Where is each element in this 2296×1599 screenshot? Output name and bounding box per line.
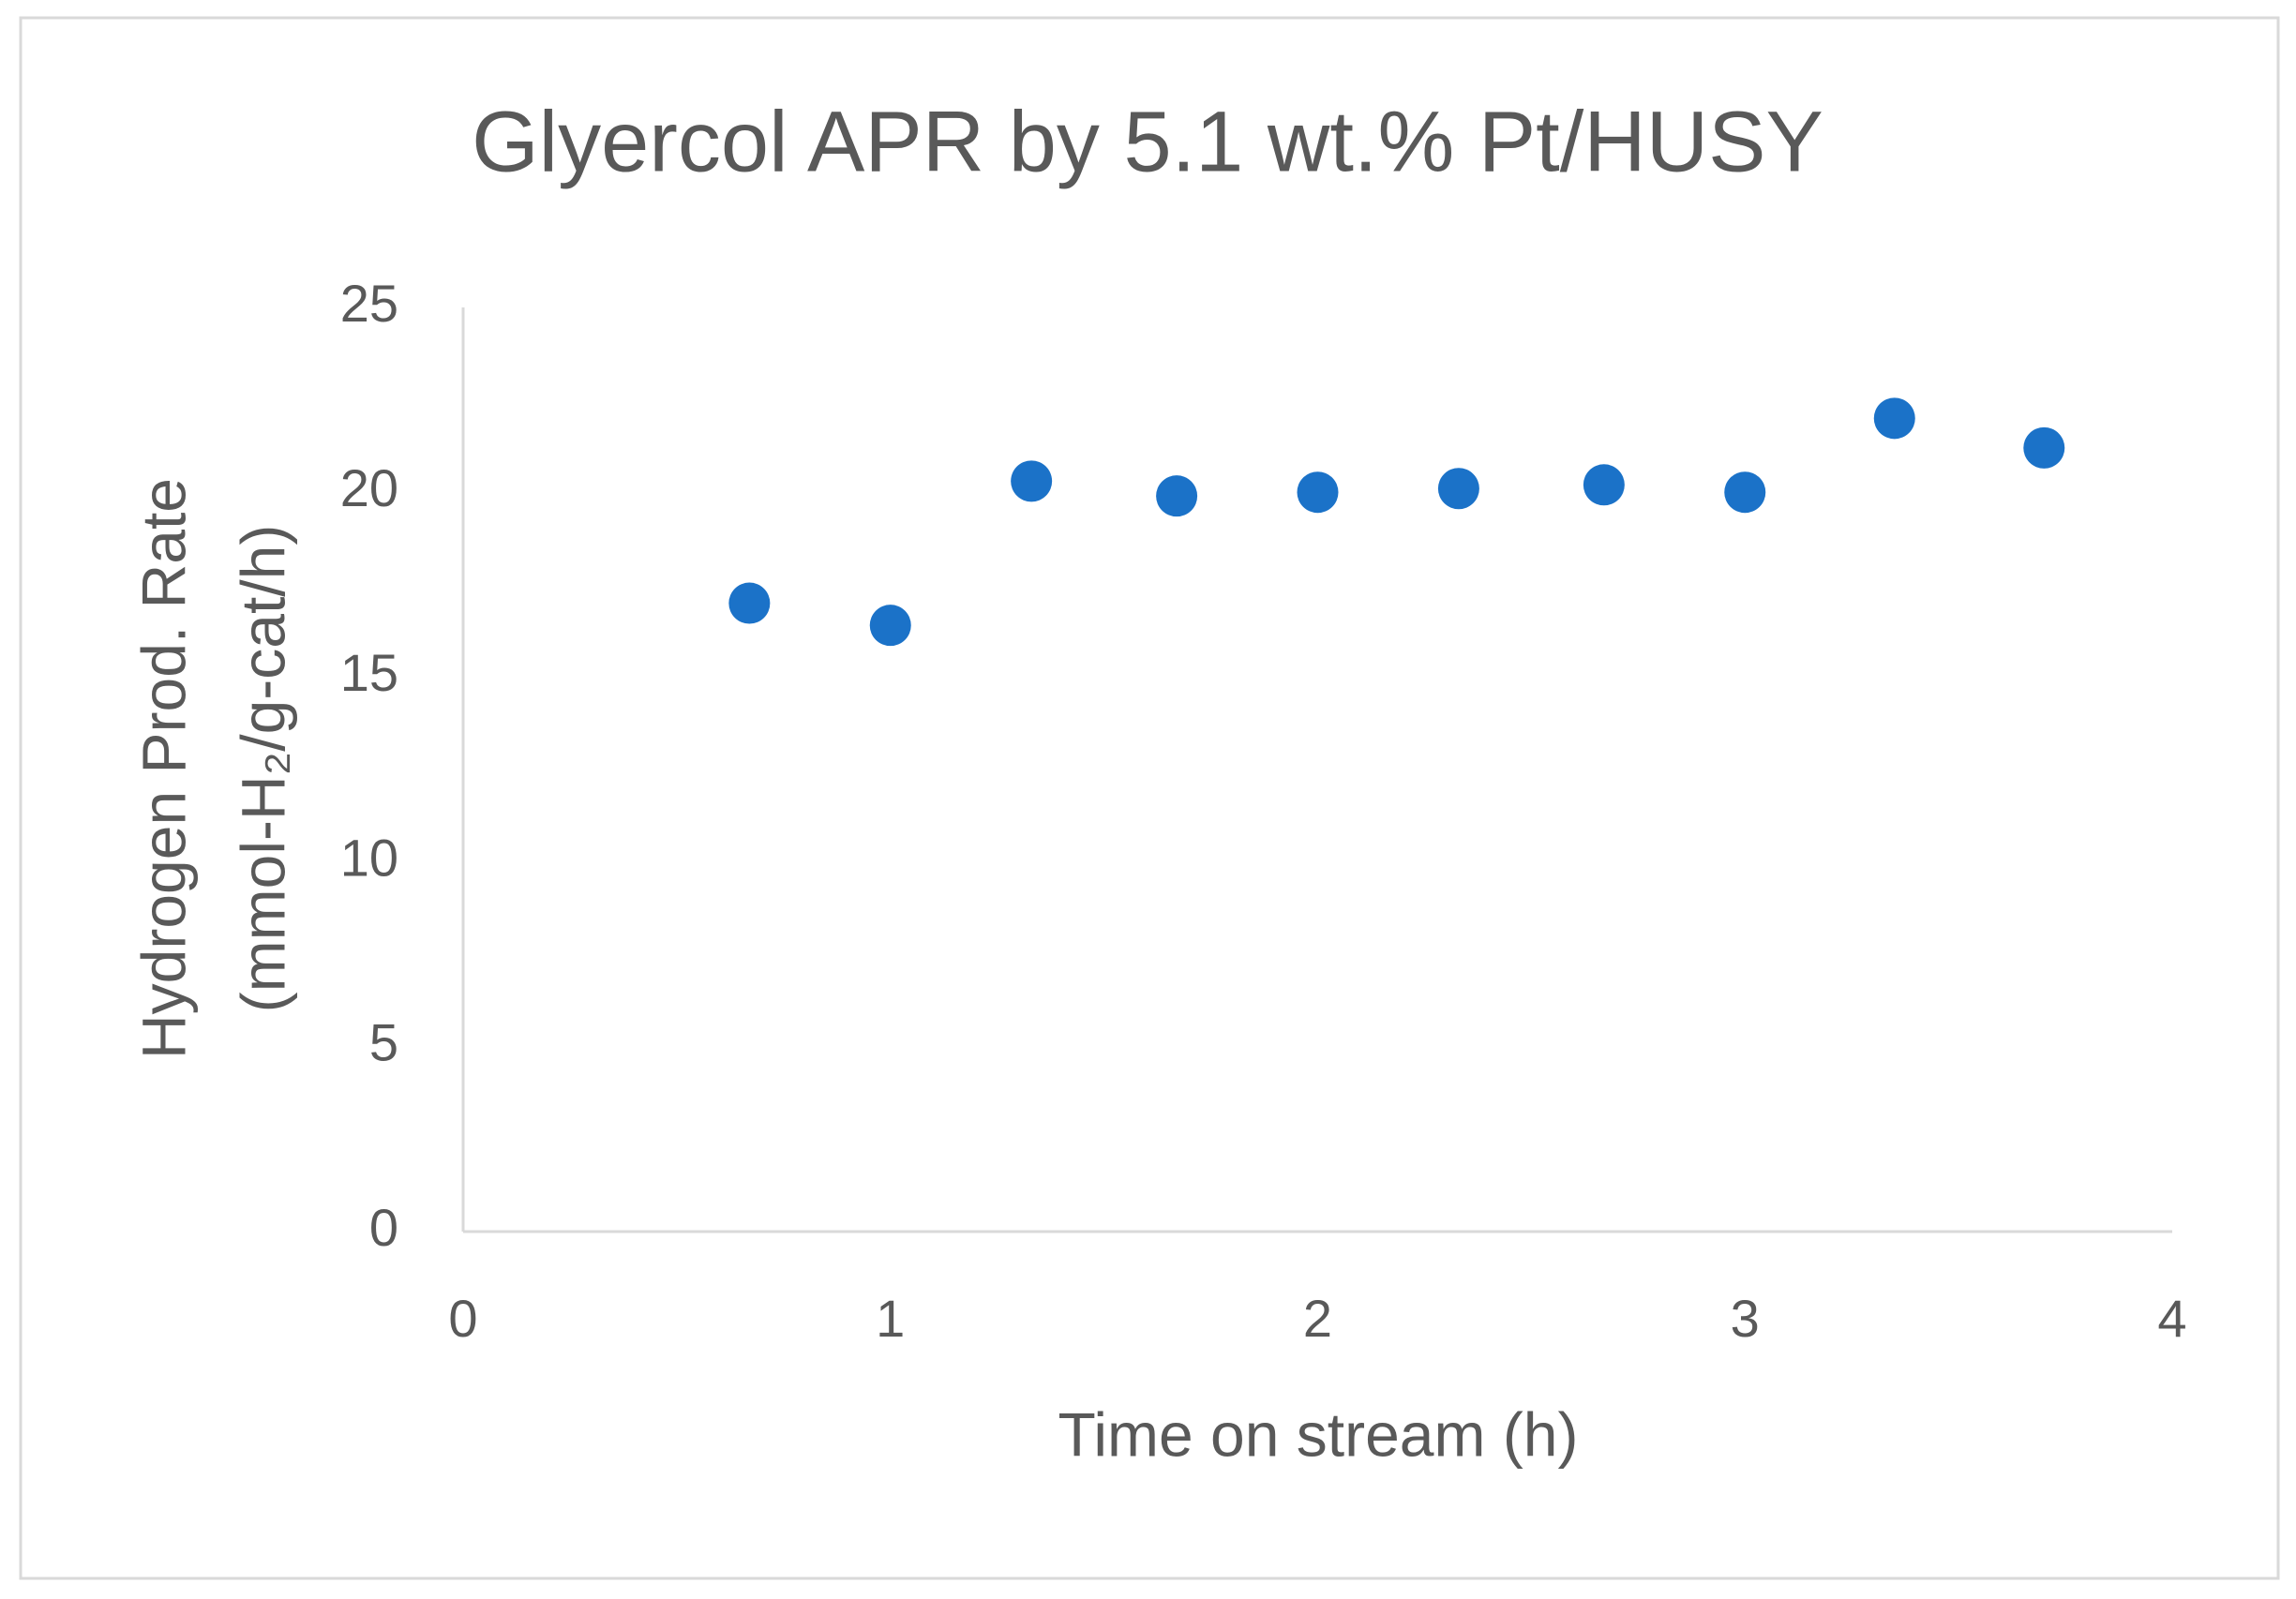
x-tick-label: 4 [2157, 1289, 2186, 1348]
data-point [1156, 475, 1198, 517]
x-tick-label: 1 [876, 1289, 905, 1348]
chart-title: Glyercol APR by 5.1 wt.% Pt/HUSY [472, 94, 1823, 189]
x-tick-label: 3 [1731, 1289, 1760, 1348]
data-point [1724, 471, 1766, 514]
y-tick-label: 10 [340, 828, 398, 887]
data-point [1297, 471, 1339, 514]
x-tick-label: 0 [448, 1289, 477, 1348]
y-axis-label: (mmol-H₂/g-cat/h) [228, 525, 297, 1013]
data-point [728, 582, 771, 624]
y-tick-label: 25 [340, 274, 398, 333]
data-point [2023, 426, 2065, 469]
y-tick-label: 5 [369, 1013, 398, 1072]
y-tick-label: 20 [340, 458, 398, 517]
y-tick-label: 0 [369, 1198, 398, 1257]
y-tick-label: 15 [340, 643, 398, 702]
x-axis-label: Time on stream (h) [1058, 1399, 1578, 1469]
data-point [869, 605, 911, 647]
data-point [1873, 397, 1915, 440]
data-point [1011, 460, 1053, 502]
x-tick-label: 2 [1303, 1289, 1332, 1348]
chart-border [19, 16, 2280, 1580]
data-point [1437, 468, 1479, 510]
y-axis-label: Hydrogen Prod. Rate [128, 478, 198, 1059]
data-point [1583, 464, 1625, 506]
